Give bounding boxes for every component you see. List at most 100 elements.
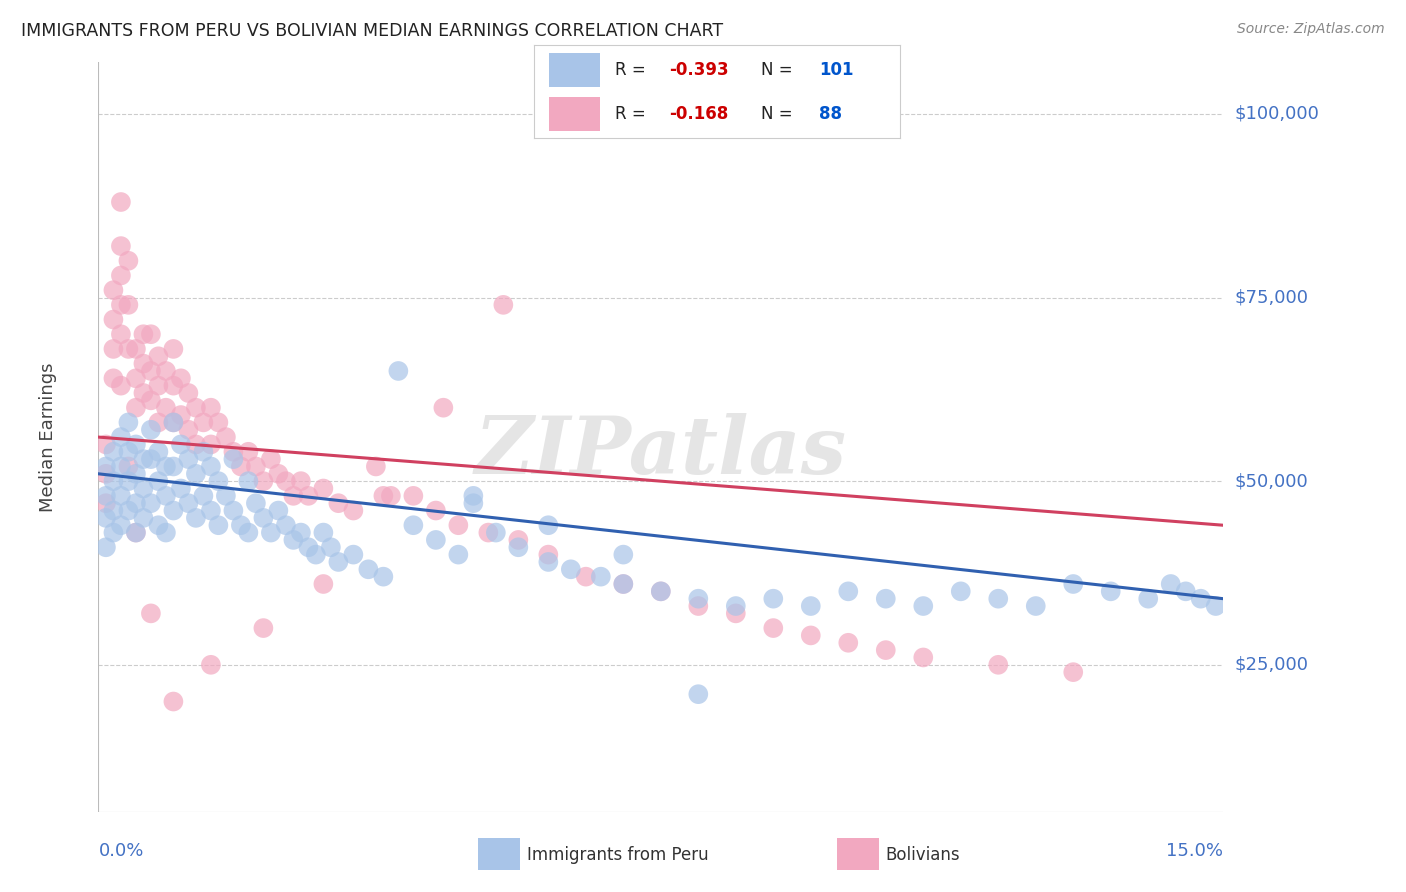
Point — [155, 459, 177, 474]
Point — [290, 525, 312, 540]
Point — [110, 268, 132, 283]
Point — [170, 408, 193, 422]
Point — [215, 430, 238, 444]
Text: $100,000: $100,000 — [1234, 105, 1319, 123]
Point — [297, 489, 319, 503]
Point — [215, 489, 238, 503]
Point — [103, 444, 125, 458]
Point — [222, 452, 245, 467]
Point — [425, 533, 447, 547]
Point — [132, 482, 155, 496]
Point — [184, 511, 207, 525]
Point — [560, 562, 582, 576]
Point — [987, 657, 1010, 672]
Point — [508, 541, 530, 555]
Point — [290, 474, 312, 488]
Point — [110, 194, 132, 209]
Point — [94, 541, 117, 555]
Point — [200, 459, 222, 474]
Point — [342, 503, 364, 517]
Point — [463, 489, 485, 503]
Point — [305, 548, 328, 562]
Point — [193, 489, 215, 503]
Text: 101: 101 — [820, 61, 853, 78]
Point — [207, 474, 229, 488]
Point — [800, 628, 823, 642]
Point — [200, 657, 222, 672]
Text: Immigrants from Peru: Immigrants from Peru — [527, 846, 709, 863]
Point — [1062, 665, 1084, 680]
Point — [162, 503, 184, 517]
Point — [312, 482, 335, 496]
Point — [139, 423, 162, 437]
Point — [612, 577, 634, 591]
Point — [1137, 591, 1160, 606]
Point — [139, 327, 162, 342]
Point — [139, 452, 162, 467]
Text: IMMIGRANTS FROM PERU VS BOLIVIAN MEDIAN EARNINGS CORRELATION CHART: IMMIGRANTS FROM PERU VS BOLIVIAN MEDIAN … — [21, 22, 723, 40]
Point — [283, 489, 305, 503]
Point — [110, 430, 132, 444]
Point — [155, 364, 177, 378]
Text: R =: R = — [614, 61, 651, 78]
Point — [875, 643, 897, 657]
Point — [94, 459, 117, 474]
Point — [94, 467, 117, 481]
Point — [148, 416, 170, 430]
Point — [229, 459, 252, 474]
Point — [800, 599, 823, 613]
Point — [125, 342, 148, 356]
Point — [1062, 577, 1084, 591]
Point — [492, 298, 515, 312]
Point — [207, 518, 229, 533]
Text: N =: N = — [761, 61, 797, 78]
Point — [170, 437, 193, 451]
Point — [485, 525, 508, 540]
Point — [724, 607, 747, 621]
Point — [170, 482, 193, 496]
Point — [117, 474, 139, 488]
Point — [432, 401, 454, 415]
Point — [132, 511, 155, 525]
Point — [328, 496, 350, 510]
Point — [688, 599, 710, 613]
Point — [103, 474, 125, 488]
Point — [177, 452, 200, 467]
Point — [650, 584, 672, 599]
Point — [103, 342, 125, 356]
Text: R =: R = — [614, 105, 651, 123]
Point — [162, 459, 184, 474]
Point — [139, 496, 162, 510]
Point — [267, 467, 290, 481]
Point — [373, 489, 395, 503]
Text: N =: N = — [761, 105, 797, 123]
Text: 0.0%: 0.0% — [98, 842, 143, 860]
Point — [762, 591, 785, 606]
Point — [319, 541, 342, 555]
Point — [94, 489, 117, 503]
Point — [155, 489, 177, 503]
Point — [463, 496, 485, 510]
Point — [148, 378, 170, 392]
Point — [537, 548, 560, 562]
Point — [110, 518, 132, 533]
Point — [267, 503, 290, 517]
Point — [402, 518, 425, 533]
FancyBboxPatch shape — [548, 97, 600, 131]
Point — [200, 503, 222, 517]
Point — [139, 364, 162, 378]
Point — [949, 584, 972, 599]
Point — [125, 437, 148, 451]
Point — [103, 503, 125, 517]
Point — [912, 599, 935, 613]
Point — [110, 298, 132, 312]
Point — [162, 416, 184, 430]
Point — [110, 327, 132, 342]
Point — [688, 687, 710, 701]
Point — [184, 401, 207, 415]
Text: $75,000: $75,000 — [1234, 288, 1309, 307]
Point — [132, 452, 155, 467]
Point — [373, 569, 395, 583]
Point — [117, 503, 139, 517]
Point — [238, 444, 260, 458]
